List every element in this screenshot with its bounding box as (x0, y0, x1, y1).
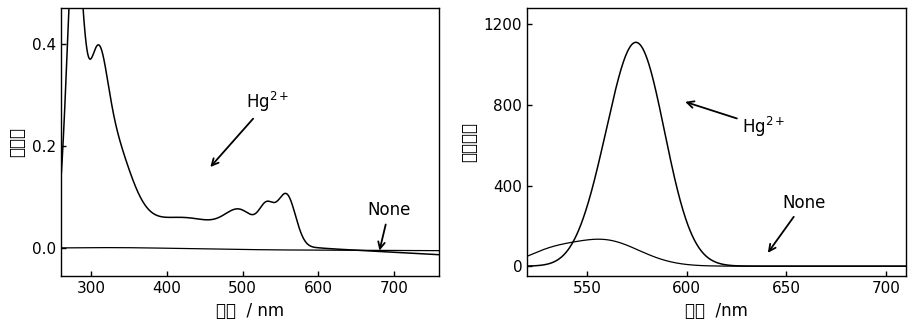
Text: Hg$^{2+}$: Hg$^{2+}$ (687, 101, 786, 139)
Y-axis label: 荧光强度: 荧光强度 (461, 122, 478, 162)
Text: None: None (769, 194, 825, 251)
Text: None: None (367, 201, 411, 249)
Y-axis label: 吸光度: 吸光度 (8, 127, 27, 157)
X-axis label: 波长  /nm: 波长 /nm (685, 302, 748, 320)
Text: Hg$^{2+}$: Hg$^{2+}$ (212, 90, 290, 166)
X-axis label: 波长  / nm: 波长 / nm (216, 302, 284, 320)
